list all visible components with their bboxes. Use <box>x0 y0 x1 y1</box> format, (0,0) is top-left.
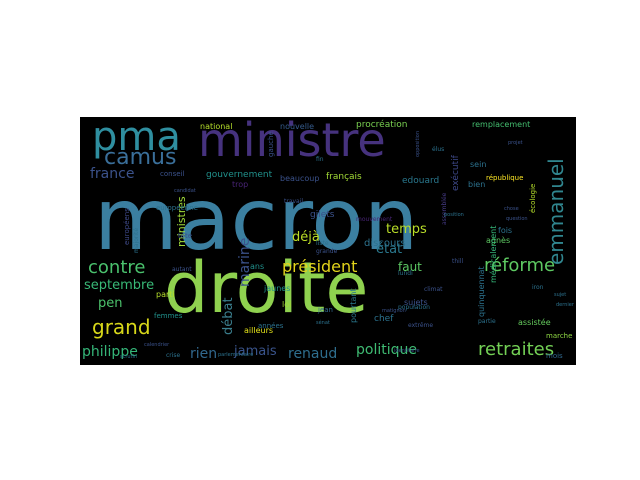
cloud-word: projet <box>508 140 523 146</box>
cloud-word: sujets <box>404 298 428 307</box>
cloud-word: pen <box>98 296 123 311</box>
cloud-word: crise <box>166 352 181 359</box>
cloud-word: femmes <box>154 312 183 320</box>
cloud-word: identitaire <box>394 348 420 354</box>
cloud-word: écologie <box>529 183 537 213</box>
cloud-word: procréation <box>356 120 408 130</box>
cloud-word: bien <box>468 180 486 189</box>
cloud-word: exécutif <box>451 155 461 191</box>
cloud-word: chose <box>504 206 519 212</box>
cloud-word: droite <box>164 247 369 329</box>
cloud-word: sénat <box>316 320 330 326</box>
cloud-word: matignon <box>382 308 406 314</box>
cloud-word: politique <box>356 342 417 358</box>
cloud-word: fin <box>316 156 324 163</box>
cloud-word: loi <box>282 300 292 309</box>
cloud-word: france <box>90 166 135 182</box>
cloud-word: sujet <box>554 292 567 298</box>
cloud-word: grand <box>92 315 151 339</box>
cloud-word: président <box>282 257 358 276</box>
cloud-word: faut <box>398 260 422 274</box>
cloud-word: sein <box>470 160 487 169</box>
cloud-word: emmanuel <box>544 158 568 265</box>
cloud-word: lundi <box>398 270 413 277</box>
cloud-word: marche <box>546 332 573 340</box>
cloud-word: médicalement <box>489 225 498 283</box>
cloud-word: philippe <box>82 344 138 360</box>
cloud-word: retraites <box>478 339 555 360</box>
cloud-word: république <box>486 174 524 182</box>
cloud-word: position <box>444 212 464 218</box>
cloud-word: jaunes <box>264 284 291 293</box>
cloud-word: débat <box>221 297 236 335</box>
cloud-word: question <box>506 216 528 222</box>
cloud-word: remplacement <box>472 120 531 129</box>
cloud-word: parti <box>156 290 175 299</box>
cloud-word: calendrier <box>144 342 170 348</box>
cloud-word: majorité <box>133 227 140 253</box>
cloud-word: mouvement <box>356 216 393 223</box>
cloud-word: scrutin <box>120 354 138 360</box>
cloud-word: gauche <box>267 131 275 157</box>
cloud-word: edouard <box>402 176 440 186</box>
cloud-word: national <box>200 122 233 131</box>
cloud-word: camus <box>104 145 177 170</box>
cloud-word: septembre <box>84 278 155 293</box>
cloud-word: quinquennat <box>477 266 486 317</box>
cloud-word: nouvelle <box>280 122 315 131</box>
cloud-word: jean <box>318 306 333 314</box>
cloud-word: population <box>398 304 430 311</box>
cloud-word: candidat <box>174 188 196 194</box>
cloud-word: assistée <box>518 318 551 327</box>
cloud-word: parlementaire <box>218 352 254 358</box>
cloud-word: assemblée <box>441 192 448 225</box>
cloud-word: autant <box>172 266 192 273</box>
cloud-word: liste <box>316 240 329 247</box>
cloud-word: contre <box>88 257 146 278</box>
cloud-word: temps <box>386 222 427 237</box>
cloud-word: extrême <box>408 322 434 329</box>
cloud-word: dernier <box>556 302 574 308</box>
cloud-word: jamais <box>234 344 277 359</box>
cloud-word: partie <box>478 318 496 325</box>
cloud-word: tête <box>178 232 193 240</box>
cloud-word: état <box>376 242 403 257</box>
cloud-word: rien <box>190 346 218 362</box>
cloud-word: ministre <box>198 117 386 167</box>
cloud-word: iron <box>532 284 544 291</box>
cloud-word: ans <box>250 262 265 271</box>
cloud-word: européenne <box>156 204 198 212</box>
cloud-word: beaucoup <box>280 174 320 183</box>
cloud-word: mois <box>546 352 563 360</box>
cloud-word: années <box>258 322 284 330</box>
cloud-word: pma <box>92 117 181 160</box>
cloud-word: trop <box>232 180 249 189</box>
word-cloud: macron droite ministre pma camus emmanuel réfo… <box>80 117 576 365</box>
cloud-word: conseil <box>160 170 185 178</box>
cloud-word: discours <box>364 238 406 249</box>
cloud-word: grande <box>316 248 338 255</box>
cloud-word: déjà <box>292 230 320 245</box>
cloud-word: fois <box>498 226 513 235</box>
cloud-word: renaud <box>288 346 338 362</box>
cloud-word: pourtant <box>349 288 358 323</box>
cloud-word: climat <box>424 286 443 293</box>
cloud-word: opposition <box>415 130 421 157</box>
cloud-word: européens <box>123 208 131 245</box>
cloud-word: agnès <box>486 236 511 245</box>
cloud-word: ailleurs <box>244 326 274 335</box>
cloud-word: gouvernement <box>206 170 273 180</box>
cloud-word: gilets <box>310 210 335 220</box>
cloud-word: macron <box>94 170 419 270</box>
cloud-word: français <box>326 172 362 182</box>
cloud-word: thill <box>452 258 464 265</box>
cloud-word: travail <box>284 198 304 205</box>
cloud-word: élus <box>432 146 445 153</box>
cloud-word: chef <box>374 314 394 324</box>
cloud-word: réforme <box>484 255 556 276</box>
